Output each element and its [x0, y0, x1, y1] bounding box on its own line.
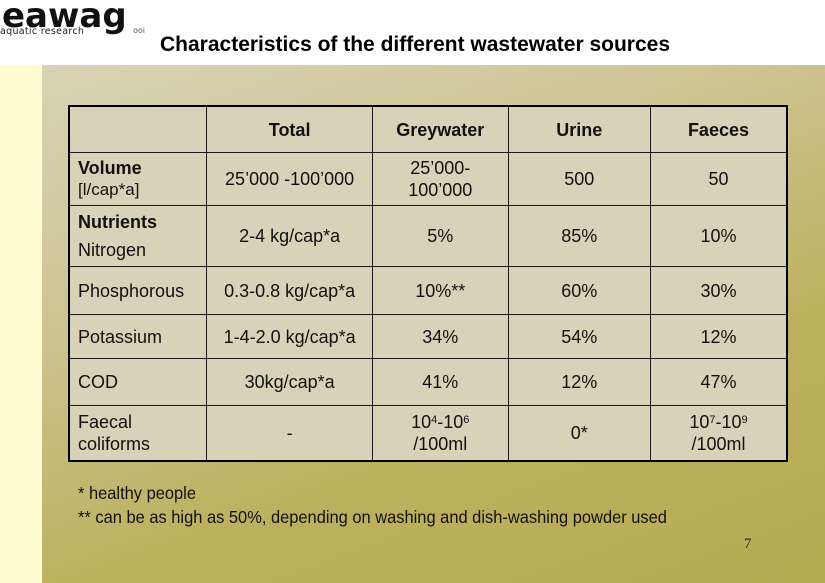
footnote-phosphorous: ** can be as high as 50%, depending on w… [78, 507, 667, 527]
header-empty [68, 105, 208, 153]
table-row-nitrogen: Nutrients Nitrogen 2-4 kg/cap*a 5% 85% 1… [68, 205, 788, 267]
cell-greywater: 34% [371, 314, 509, 359]
header-greywater: Greywater [371, 105, 509, 153]
cell-greywater: 25’000- 100’000 [371, 152, 509, 206]
cell-total: 2-4 kg/cap*a [206, 205, 373, 267]
cell-greywater: 41% [371, 358, 509, 406]
cell-urine: 12% [507, 358, 651, 406]
left-accent-strip [0, 65, 42, 583]
header-total: Total [206, 105, 373, 153]
cell-greywater-line2: 100’000 [408, 180, 473, 200]
row-label: Phosphorous [68, 266, 208, 315]
cell-urine: 60% [507, 266, 651, 315]
cell-faeces: 10% [649, 205, 788, 267]
cell-urine: 500 [507, 152, 651, 206]
row-label-line2: coliforms [78, 433, 151, 454]
cell-urine: 85% [507, 205, 651, 267]
cell-greywater: 104-106 /100ml [371, 405, 509, 461]
cell-urine: 54% [507, 314, 651, 359]
table-row-volume: Volume [l/cap*a] 25’000 -100’000 25’000-… [68, 152, 788, 206]
table-row-phosphorous: Phosphorous 0.3-0.8 kg/cap*a 10%** 60% 3… [68, 266, 788, 315]
cell-faeces: 30% [649, 266, 788, 315]
row-label-sub: Nitrogen [78, 240, 147, 260]
cell-total: 0.3-0.8 kg/cap*a [206, 266, 373, 315]
row-label: Nutrients Nitrogen [68, 205, 208, 267]
header-faeces: Faeces [649, 105, 788, 153]
cell-greywater-range: 104-106 [411, 411, 470, 432]
slide-header: eawag aquatic research ooi Characteristi… [0, 0, 825, 65]
footnotes: * healthy people ** can be as high as 50… [78, 481, 667, 529]
cell-faeces: 107-109 /100ml [649, 405, 788, 461]
cell-faeces: 50 [649, 152, 788, 206]
cell-faeces-unit: /100ml [691, 433, 746, 454]
cell-faeces: 12% [649, 314, 788, 359]
logo-tagline: aquatic research [0, 26, 85, 37]
wastewater-characteristics-table: Total Greywater Urine Faeces Volume [l/c… [68, 105, 788, 462]
header-urine: Urine [507, 105, 651, 153]
cell-greywater-unit: /100ml [413, 433, 468, 454]
cell-greywater: 10%** [371, 266, 509, 315]
row-label-main: Nutrients [78, 212, 158, 232]
cell-total: - [206, 405, 373, 461]
row-label-main: Volume [78, 158, 142, 178]
logo-tagline-suffix: ooi [133, 26, 146, 35]
row-label: COD [68, 358, 208, 406]
row-label: Faecal coliforms [68, 405, 208, 461]
page-number: 7 [744, 536, 752, 552]
table-row-faecal-coliforms: Faecal coliforms - 104-106 /100ml 0* 107… [68, 405, 788, 461]
cell-greywater-line1: 25’000- [410, 158, 471, 178]
cell-total: 30kg/cap*a [206, 358, 373, 406]
cell-total: 25’000 -100’000 [206, 152, 373, 206]
row-label-unit: [l/cap*a] [78, 180, 140, 199]
row-label: Potassium [68, 314, 208, 359]
cell-faeces: 47% [649, 358, 788, 406]
row-label-line1: Faecal [78, 411, 133, 432]
footnote-healthy-people: * healthy people [78, 483, 196, 503]
cell-faeces-range: 107-109 [689, 411, 748, 432]
table-row-cod: COD 30kg/cap*a 41% 12% 47% [68, 358, 788, 406]
cell-urine: 0* [507, 405, 651, 461]
cell-greywater: 5% [371, 205, 509, 267]
cell-total: 1-4-2.0 kg/cap*a [206, 314, 373, 359]
row-label: Volume [l/cap*a] [68, 152, 208, 206]
table-row-potassium: Potassium 1-4-2.0 kg/cap*a 34% 54% 12% [68, 314, 788, 359]
eawag-logo: eawag [2, 0, 127, 36]
table-header-row: Total Greywater Urine Faeces [68, 105, 788, 153]
slide-title: Characteristics of the different wastewa… [160, 33, 671, 56]
